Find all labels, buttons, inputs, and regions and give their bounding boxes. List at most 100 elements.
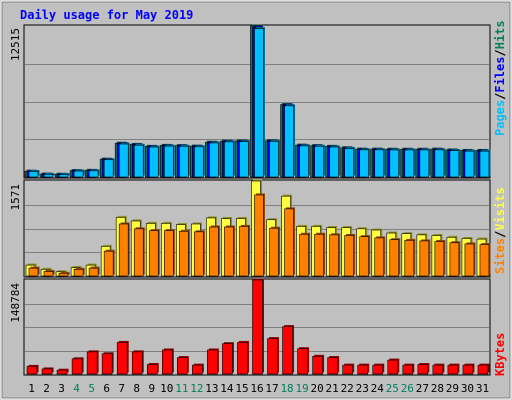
bottom-bar-kbytes	[192, 363, 204, 375]
bar-face	[314, 233, 324, 277]
bar-face	[222, 343, 233, 375]
bar-face	[133, 228, 144, 277]
top-bar-pages	[133, 143, 145, 178]
bar-face	[133, 144, 144, 178]
bar-face	[374, 149, 385, 178]
day-label: 17	[265, 382, 278, 395]
day-label: 30	[461, 382, 474, 395]
bar-face	[359, 149, 370, 178]
bar-face	[252, 279, 263, 375]
bar-face	[389, 239, 400, 277]
middle-bar-sites	[314, 232, 326, 277]
day-label: 8	[133, 382, 140, 395]
bottom-bar-kbytes	[417, 363, 430, 375]
middle-bar-sites	[359, 235, 371, 277]
bar-face	[43, 271, 54, 277]
day-label: 3	[58, 382, 65, 395]
middle-bar-sites	[88, 266, 100, 277]
bottom-bar-kbytes	[372, 363, 385, 375]
bottom-bar-kbytes	[222, 342, 234, 375]
bar-face	[344, 148, 354, 178]
day-label: 25	[386, 382, 399, 395]
middle-bar-sites	[464, 242, 476, 277]
bar-face	[479, 150, 490, 178]
day-label: 7	[118, 382, 125, 395]
bar-face	[479, 244, 490, 277]
bar-face	[73, 170, 84, 178]
day-label: 4	[73, 382, 80, 395]
bottom-bar-kbytes	[131, 350, 144, 375]
bar-face	[179, 146, 189, 178]
bar-face	[101, 353, 113, 375]
day-label: 15	[235, 382, 248, 395]
bar-face	[284, 105, 294, 178]
bar-face	[299, 233, 309, 277]
bar-face	[449, 150, 460, 178]
middle-bar-sites	[43, 269, 55, 277]
middle-bar-sites	[224, 225, 235, 277]
top-bar-pages	[329, 145, 341, 178]
day-label: 20	[311, 382, 324, 395]
bottom-bar-kbytes	[462, 363, 475, 375]
legend-hits: Hits	[493, 20, 507, 49]
bar-face	[269, 141, 279, 178]
bar-face	[179, 230, 189, 277]
middle-axis-max-label: 1571	[9, 184, 22, 211]
bar-face	[224, 141, 234, 178]
bar-face	[372, 364, 384, 375]
bar-face	[254, 28, 264, 178]
day-label: 22	[341, 382, 354, 395]
top-bar-pages	[284, 104, 296, 178]
top-bar-pages	[73, 169, 85, 178]
bar-face	[254, 194, 264, 277]
bar-face	[118, 223, 129, 277]
bar-face	[131, 351, 143, 375]
day-label: 14	[220, 382, 234, 395]
top-bar-pages	[299, 144, 311, 178]
bar-face	[88, 267, 99, 277]
bottom-bar-kbytes	[387, 358, 400, 375]
top-bar-pages	[254, 27, 265, 178]
middle-legend: Sites/Visits	[493, 187, 507, 274]
bar-face	[163, 230, 174, 277]
top-bar-pages	[344, 147, 356, 178]
top-bar-pages	[314, 144, 326, 178]
top-bar-pages	[194, 145, 205, 178]
bar-face	[161, 349, 173, 375]
day-label: 24	[371, 382, 385, 395]
middle-bar-sites	[179, 229, 190, 277]
middle-bar-sites	[329, 233, 341, 277]
bar-face	[389, 149, 400, 178]
bottom-bar-kbytes	[477, 363, 490, 375]
day-label: 27	[416, 382, 429, 395]
day-label: 23	[356, 382, 369, 395]
bar-face	[194, 231, 204, 277]
bar-face	[329, 146, 339, 178]
middle-bar-sites	[299, 232, 311, 277]
bottom-bar-kbytes	[327, 356, 340, 375]
day-label: 6	[103, 382, 110, 395]
top-bar-pages	[479, 149, 491, 178]
legend-separator: /	[493, 93, 507, 100]
bottom-bar-kbytes	[161, 348, 174, 375]
bottom-bar-kbytes	[41, 367, 54, 375]
bar-face	[148, 146, 159, 178]
middle-bar-sites	[28, 266, 40, 277]
day-label: 21	[326, 382, 339, 395]
legend-sites: Sites	[493, 238, 507, 274]
top-bar-pages	[224, 140, 235, 178]
bar-face	[359, 236, 370, 277]
bar-face	[299, 145, 309, 178]
legend-kbytes: KBytes	[493, 333, 507, 376]
top-bar-pages	[389, 148, 401, 178]
day-label: 29	[446, 382, 459, 395]
bar-face	[207, 349, 218, 375]
bar-face	[56, 369, 68, 375]
bar-face	[282, 326, 293, 375]
bar-face	[314, 146, 324, 178]
middle-bar-sites	[133, 227, 145, 277]
bar-face	[462, 364, 474, 375]
bottom-bar-kbytes	[432, 363, 445, 375]
top-bar-pages	[58, 173, 70, 178]
bar-face	[43, 174, 54, 178]
